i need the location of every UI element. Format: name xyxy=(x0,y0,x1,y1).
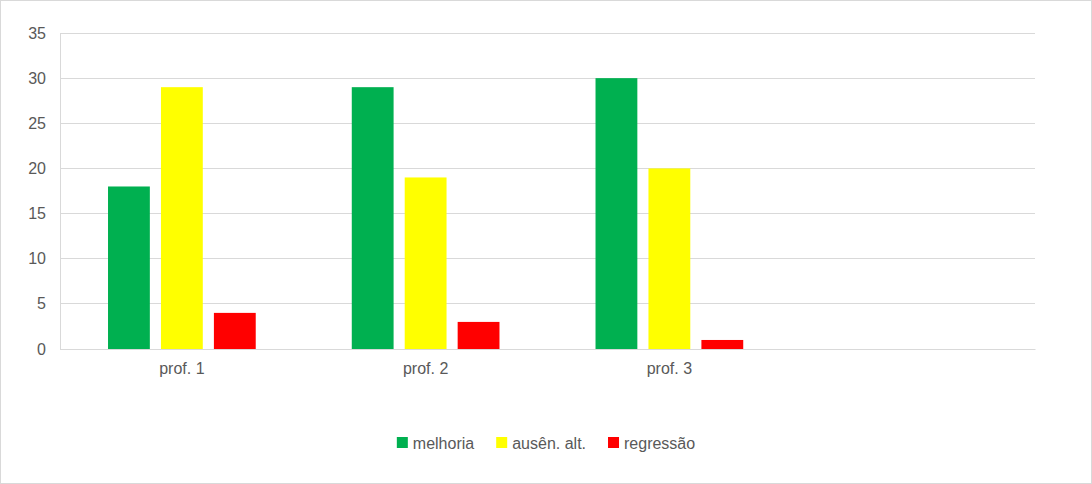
y-tick-label: 15 xyxy=(28,205,46,222)
y-tick-label: 5 xyxy=(37,295,46,312)
y-tick: 20 xyxy=(28,160,60,177)
grid-line xyxy=(60,168,1035,169)
y-tick-label: 35 xyxy=(28,25,46,42)
bar xyxy=(352,87,394,349)
grid-line xyxy=(60,33,1035,34)
legend-swatch xyxy=(397,437,408,448)
y-tick: 0 xyxy=(37,341,60,358)
chart: 0 5 10 15 20 25 30 35 prof. 1 prof. 2 prof. 3 melho… xyxy=(0,0,1092,484)
bar xyxy=(596,78,638,349)
grid-line xyxy=(60,78,1035,79)
x-tick: prof. 3 xyxy=(647,349,692,377)
y-tick-label: 20 xyxy=(28,160,46,177)
legend-item: regressão xyxy=(608,435,695,452)
y-tick-label: 25 xyxy=(28,115,46,132)
legend: melhoria ausên. alt. regressão xyxy=(397,435,695,452)
bar xyxy=(458,322,500,349)
bar xyxy=(108,186,150,349)
bar-series xyxy=(108,78,637,349)
chart-border xyxy=(1,1,1092,484)
bar xyxy=(648,168,690,349)
bar xyxy=(405,177,447,349)
grid-line xyxy=(60,258,1035,259)
legend-swatch xyxy=(608,437,619,448)
legend-label: regressão xyxy=(624,435,695,452)
x-axis-line xyxy=(61,349,1036,350)
legend-swatch xyxy=(496,437,507,448)
y-axis-line xyxy=(60,34,61,350)
grid xyxy=(60,33,1035,349)
grid-line xyxy=(60,349,1035,350)
legend-label: melhoria xyxy=(413,435,474,452)
bar-series xyxy=(214,313,743,349)
y-tick: 15 xyxy=(28,205,60,222)
plot: 0 5 10 15 20 25 30 35 prof. 1 prof. 2 prof. 3 xyxy=(28,25,1035,378)
bar xyxy=(214,313,256,349)
x-tick: prof. 2 xyxy=(403,349,448,377)
y-tick-label: 30 xyxy=(28,70,46,87)
x-tick: prof. 1 xyxy=(159,349,204,377)
y-tick: 25 xyxy=(28,115,60,132)
x-tick-label: prof. 2 xyxy=(403,360,448,377)
y-axis: 0 5 10 15 20 25 30 35 xyxy=(28,25,60,358)
x-tick-label: prof. 3 xyxy=(647,360,692,377)
y-tick: 10 xyxy=(28,250,60,267)
grid-line xyxy=(60,213,1035,214)
bar xyxy=(161,87,203,349)
grid-line xyxy=(60,303,1035,304)
y-tick: 30 xyxy=(28,70,60,87)
bars xyxy=(108,78,743,349)
legend-label: ausên. alt. xyxy=(512,435,586,452)
x-tick-label: prof. 1 xyxy=(159,360,204,377)
legend-item: ausên. alt. xyxy=(496,435,586,452)
legend-item: melhoria xyxy=(397,435,474,452)
y-tick-label: 0 xyxy=(37,341,46,358)
y-tick: 35 xyxy=(28,25,60,42)
bar xyxy=(701,340,743,349)
bar-series xyxy=(161,87,690,349)
x-axis: prof. 1 prof. 2 prof. 3 xyxy=(61,349,1036,377)
grid-line xyxy=(60,123,1035,124)
y-tick: 5 xyxy=(37,295,60,312)
y-tick-label: 10 xyxy=(28,250,46,267)
